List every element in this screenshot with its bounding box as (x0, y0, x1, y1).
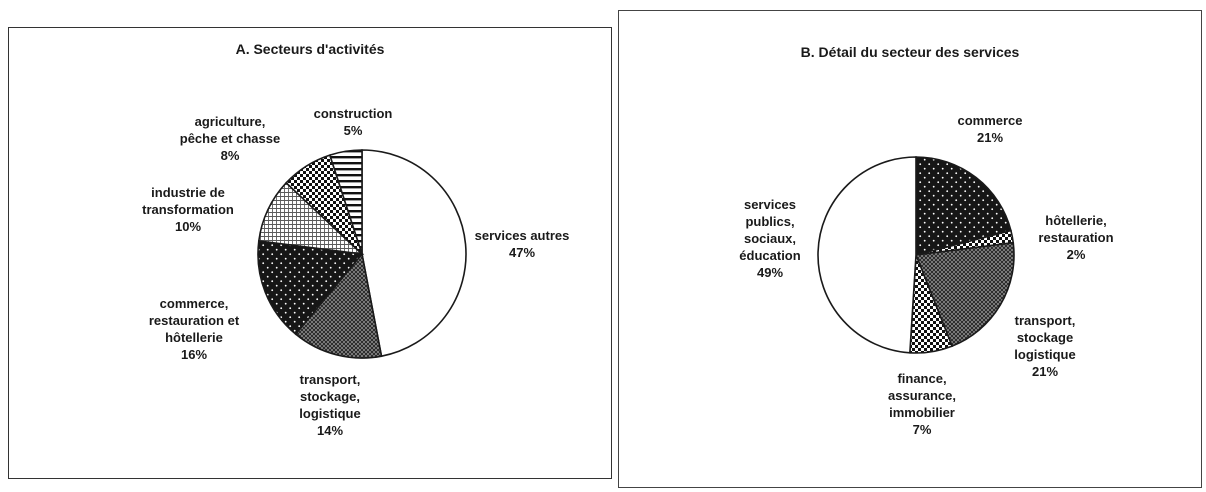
chart-title-a: A. Secteurs d'activités (235, 41, 385, 57)
pie-a-slice-services-autres (361, 149, 467, 358)
pie-b-label-services: services publics, sociaux, éducation 49% (739, 197, 800, 280)
chart-title-b: B. Détail du secteur des services (800, 44, 1020, 60)
pie-a-label-commerce: commerce, restauration et hôtellerie 16% (149, 296, 240, 362)
pie-a-label-agriculture: agriculture, pêche et chasse 8% (180, 114, 280, 163)
pie-b-slice-services (817, 156, 917, 354)
pie-b-label-commerce: commerce 21% (957, 113, 1022, 145)
pie-b-slice-transport (914, 241, 1015, 348)
pie-b-slice-commerce (915, 156, 1012, 257)
pie-a-slice-transport (294, 252, 383, 359)
pie-a-slice-commerce (257, 240, 364, 336)
pie-a-label-construction: construction 5% (314, 106, 393, 138)
pie-b-label-finance: finance, assurance, immobilier 7% (888, 371, 956, 437)
pie-a-slice-construction (328, 149, 363, 255)
chart-panel-b: B. Détail du secteur des services (618, 10, 1202, 488)
pie-b-label-hotellerie: hôtellerie, restauration 2% (1038, 213, 1113, 262)
pie-b-label-transport: transport, stockage logistique 21% (1014, 313, 1075, 379)
pie-a-label-industrie-de: industrie de transformation 10% (142, 185, 234, 234)
pie-a-label-services-autres: services autres 47% (475, 228, 570, 260)
pie-a-label-transport: transport, stockage, logistique 14% (299, 372, 360, 438)
